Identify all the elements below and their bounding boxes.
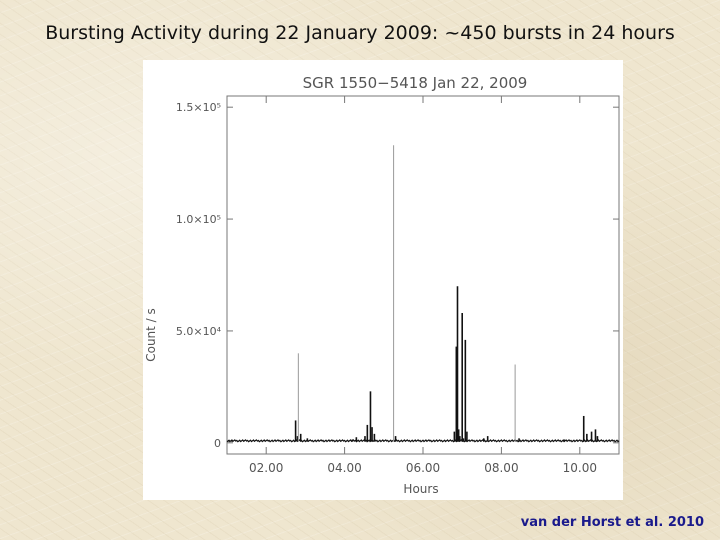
x-tick-label: 06.00	[406, 461, 440, 475]
x-tick-label: 08.00	[484, 461, 518, 475]
x-axis-label: Hours	[403, 482, 438, 496]
x-tick-label: 04.00	[327, 461, 361, 475]
y-axis-label: Count / s	[144, 308, 158, 362]
y-tick-label: 5.0×10⁴	[176, 325, 222, 338]
plot-frame	[226, 95, 620, 455]
burst-lightcurve-chart: SGR 1550−5418 Jan 22, 2009 0 5.0×10⁴ 1.0×1…	[144, 74, 620, 496]
baseline-trace	[226, 439, 620, 443]
chart-panel: SGR 1550−5418 Jan 22, 2009 0 5.0×10⁴ 1.0×1…	[143, 60, 623, 500]
x-tick-label: 02.00	[249, 461, 283, 475]
y-tick-label: 1.0×10⁵	[176, 213, 221, 226]
y-tick-label: 1.5×10⁵	[176, 101, 221, 114]
y-tick-label: 0	[214, 437, 221, 450]
chart-title: SGR 1550−5418 Jan 22, 2009	[303, 74, 528, 92]
x-tick-label: 10.00	[563, 461, 597, 475]
citation: van der Horst et al. 2010	[520, 515, 704, 530]
slide-title: Bursting Activity during 22 January 2009…	[45, 22, 675, 44]
